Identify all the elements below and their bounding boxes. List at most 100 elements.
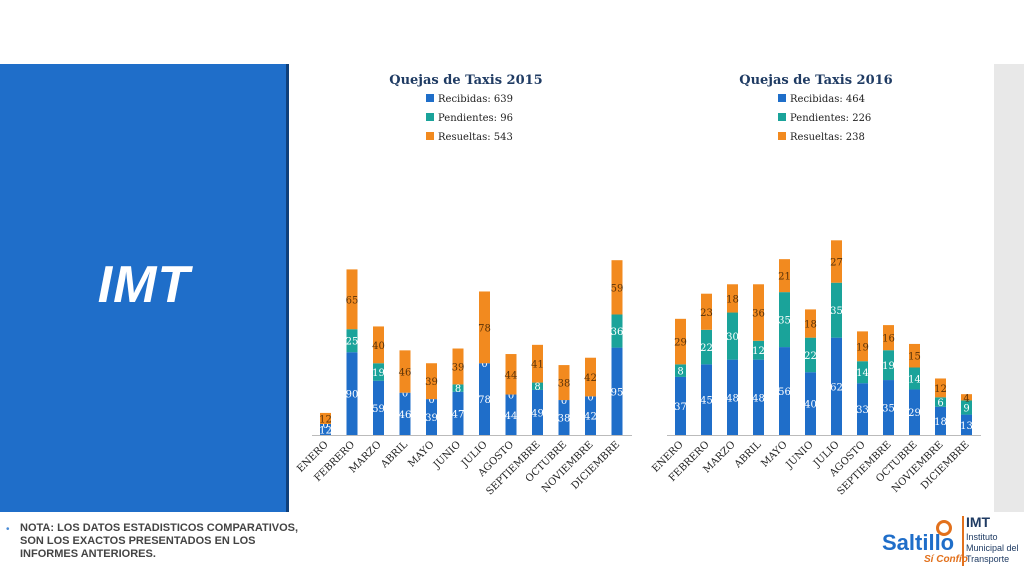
data-label: 12 <box>319 414 332 425</box>
data-label: 46 <box>399 410 412 421</box>
bar-resueltas <box>320 412 331 424</box>
data-label: 19 <box>372 368 385 379</box>
data-label: 0 <box>481 359 487 370</box>
sidebar-title: IMT <box>97 256 191 314</box>
bar-pendientes <box>373 363 384 381</box>
data-label: 12 <box>752 346 765 357</box>
bar-pendientes <box>909 367 920 390</box>
data-label: 39 <box>452 362 465 373</box>
data-label: 8 <box>534 382 540 393</box>
bar-recibidas <box>909 389 920 435</box>
bar-recibidas <box>452 391 464 435</box>
legend-entry: Pendientes: 96 <box>438 113 513 124</box>
bar-resueltas <box>935 378 946 398</box>
chart-2015: Quejas de Taxis 2015 Recibidas: 639 Pendie… <box>295 73 632 497</box>
data-label: 18 <box>726 294 739 305</box>
legend-swatch <box>426 94 434 102</box>
data-label: 22 <box>700 343 713 354</box>
data-label: 78 <box>478 323 491 334</box>
bar-resueltas <box>479 291 490 364</box>
bar-pendientes <box>753 340 764 360</box>
bar-resueltas <box>399 350 411 393</box>
legend-swatch <box>426 132 434 140</box>
bar-recibidas <box>505 394 517 435</box>
legend-entry: Resueltas: 238 <box>790 132 865 143</box>
legend-swatch <box>778 113 786 121</box>
bar-resueltas <box>779 259 790 293</box>
logo-org: IMT <box>966 514 991 530</box>
bar-pendientes <box>675 364 686 377</box>
charts-area: Quejas de Taxis 2015 Recibidas: 639 Pendie… <box>295 73 981 497</box>
data-label: 18 <box>804 320 817 331</box>
data-label: 4 <box>963 393 969 404</box>
data-label: 0 <box>587 392 593 403</box>
bullet-icon: • <box>6 524 10 535</box>
bar-pendientes <box>727 312 738 360</box>
chart-title: Quejas de Taxis 2016 <box>739 73 892 88</box>
data-label: 22 <box>804 351 817 362</box>
bar-recibidas <box>857 383 868 435</box>
bar-pendientes <box>779 292 790 348</box>
legend-swatch <box>778 132 786 140</box>
data-label: 0 <box>402 389 408 400</box>
data-label: 44 <box>505 411 518 422</box>
data-label: 46 <box>399 368 412 379</box>
bar-pendientes <box>346 329 358 353</box>
data-label: 30 <box>726 332 739 343</box>
bar-recibidas <box>701 364 712 435</box>
data-label: 45 <box>700 396 713 407</box>
data-label: 18 <box>934 417 947 428</box>
bar-resueltas <box>505 354 517 395</box>
bar-recibidas <box>805 372 816 435</box>
data-label: 13 <box>960 421 973 432</box>
data-label: 29 <box>908 408 921 419</box>
data-label: 48 <box>752 393 765 404</box>
data-label: 40 <box>372 341 385 352</box>
data-label: 8 <box>677 367 683 378</box>
data-label: 49 <box>531 408 544 419</box>
bar-resueltas <box>701 293 712 330</box>
data-label: 78 <box>478 395 491 406</box>
bar-pendientes <box>857 361 868 384</box>
data-label: 0 <box>322 420 328 431</box>
bar-pendientes <box>611 314 623 348</box>
data-label: 40 <box>804 400 817 411</box>
legend-entry: Resueltas: 543 <box>438 132 513 143</box>
bar-pendientes <box>701 329 712 365</box>
chart-2016: Quejas de Taxis 2016 Recibidas: 464 Pendie… <box>650 73 981 497</box>
data-label: 62 <box>830 382 843 393</box>
bar-recibidas <box>961 414 972 435</box>
data-label: 12 <box>319 425 332 436</box>
data-label: 95 <box>611 387 624 398</box>
data-label: 36 <box>611 327 624 338</box>
data-label: 35 <box>830 306 843 317</box>
data-label: 42 <box>584 373 597 384</box>
legend-entry: Recibidas: 639 <box>438 94 513 105</box>
tick-label: MAYO <box>406 439 436 469</box>
bar-resueltas <box>805 309 816 338</box>
bar-pendientes <box>935 397 946 407</box>
data-label: 65 <box>346 295 359 306</box>
data-label: 27 <box>830 258 843 269</box>
data-label: 19 <box>856 342 869 353</box>
tick-label: JUNIO <box>784 439 816 471</box>
data-label: 21 <box>778 272 791 283</box>
bar-resueltas <box>558 365 570 401</box>
logo-tagline: Sí Confío <box>924 554 968 565</box>
data-label: 14 <box>908 374 921 385</box>
data-label: 39 <box>425 377 438 388</box>
bar-resueltas <box>373 326 384 364</box>
data-label: 8 <box>455 384 461 395</box>
bar-pendientes <box>805 337 816 373</box>
legend-entry: Pendientes: 226 <box>790 113 871 124</box>
data-label: 38 <box>558 379 571 390</box>
bar-recibidas <box>935 406 946 435</box>
data-label: 35 <box>882 404 895 415</box>
data-label: 0 <box>428 395 434 406</box>
data-label: 41 <box>531 360 544 371</box>
bar-resueltas <box>831 240 842 283</box>
bar-recibidas <box>831 337 842 435</box>
data-label: 35 <box>778 316 791 327</box>
data-label: 15 <box>908 352 921 363</box>
data-label: 39 <box>425 413 438 424</box>
